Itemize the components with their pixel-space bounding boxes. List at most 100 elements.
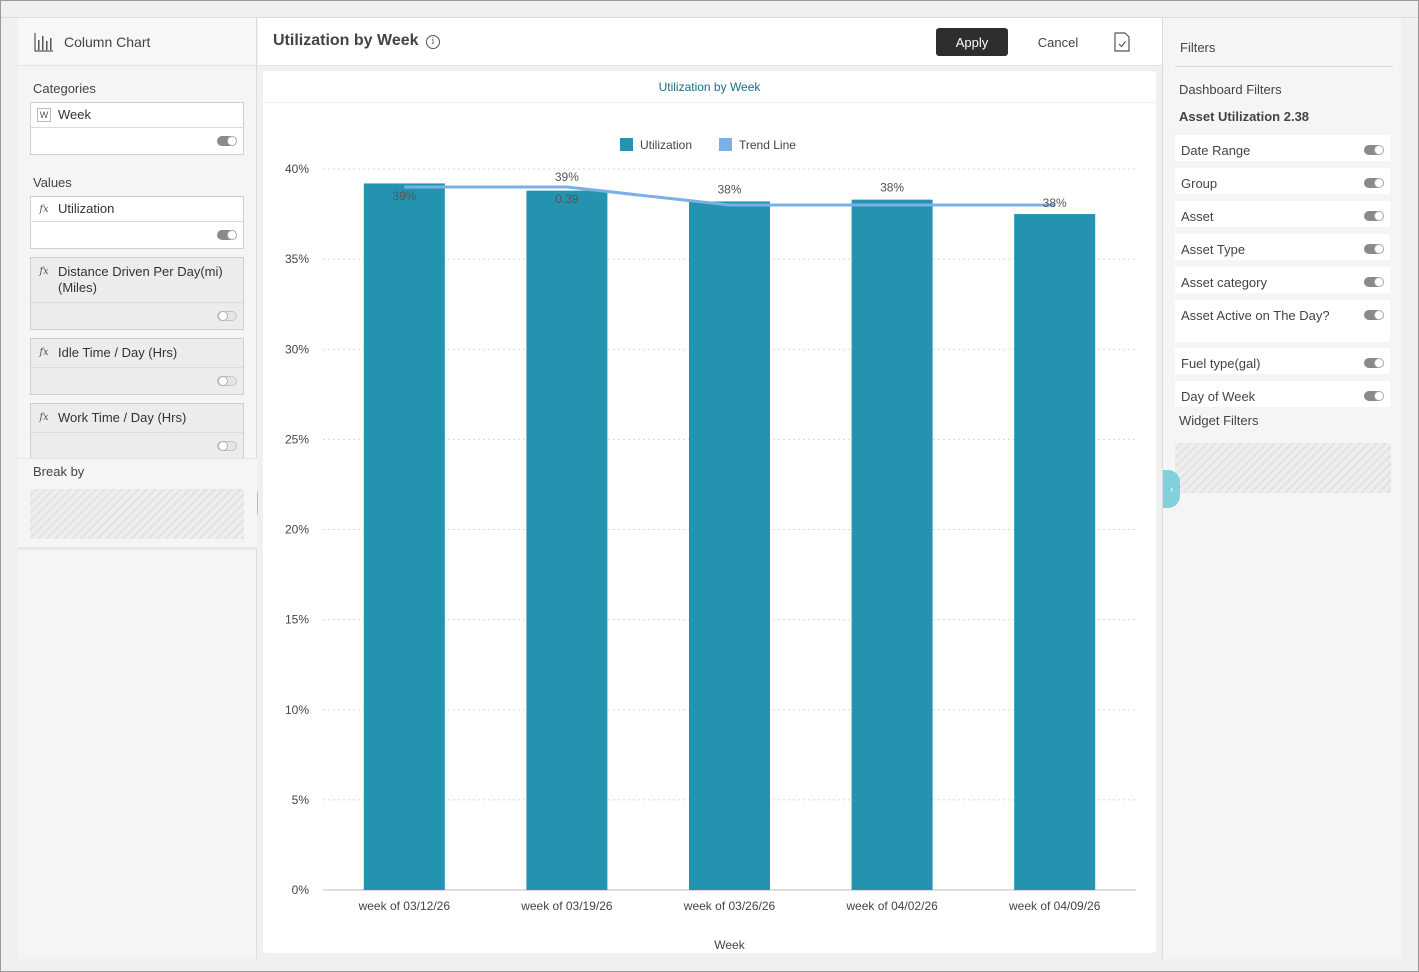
- top-bar: [1, 1, 1418, 18]
- filters-title: Filters: [1180, 40, 1216, 55]
- values-label: Values: [33, 175, 72, 190]
- y-tick-label: 20%: [285, 523, 309, 537]
- x-tick-label: week of 03/12/26: [358, 899, 451, 913]
- legend-label: Trend Line: [739, 138, 796, 152]
- filter-item[interactable]: Asset Active on The Day?: [1175, 300, 1390, 342]
- filter-toggle[interactable]: [1364, 358, 1384, 368]
- filter-label: Asset Active on The Day?: [1181, 308, 1330, 323]
- y-tick-label: 15%: [285, 613, 309, 627]
- filter-item[interactable]: Asset Type: [1175, 234, 1390, 260]
- widget-filters-drop-zone[interactable]: [1175, 443, 1391, 493]
- x-tick-label: week of 04/02/26: [845, 899, 938, 913]
- bottom-bar: [1, 959, 1418, 971]
- column-chart-icon: [34, 32, 53, 52]
- filter-toggle[interactable]: [1364, 391, 1384, 401]
- apply-button[interactable]: Apply: [936, 28, 1008, 56]
- bar-data-label: 38%: [717, 182, 741, 196]
- value-field-utilization[interactable]: fx Utilization: [30, 196, 244, 249]
- x-tick-label: week of 03/26/26: [683, 899, 776, 913]
- y-tick-label: 5%: [292, 793, 310, 807]
- bar: [851, 199, 933, 890]
- filter-toggle[interactable]: [1364, 145, 1384, 155]
- filter-toggle[interactable]: [1364, 178, 1384, 188]
- filters-panel: Filters Dashboard Filters Asset Utilizat…: [1162, 18, 1401, 959]
- value-field-distance[interactable]: fx Distance Driven Per Day(mi) (Miles): [30, 257, 244, 330]
- filter-item[interactable]: Fuel type(gal): [1175, 348, 1390, 374]
- filter-label: Group: [1181, 176, 1218, 191]
- work-time-toggle[interactable]: [217, 441, 237, 451]
- break-by-section: Break by: [18, 458, 257, 550]
- y-tick-label: 30%: [285, 342, 309, 356]
- trend-data-label: 0.39: [555, 192, 579, 206]
- filter-label: Asset category: [1181, 275, 1267, 290]
- categories-label: Categories: [33, 81, 96, 96]
- legend-label: Utilization: [640, 138, 692, 152]
- filter-item[interactable]: Day of Week: [1175, 381, 1390, 407]
- filter-item[interactable]: Date Range: [1175, 135, 1390, 161]
- y-tick-label: 0%: [292, 883, 310, 897]
- x-tick-label: week of 04/09/26: [1008, 899, 1101, 913]
- bar-data-label: 39%: [392, 189, 416, 203]
- filter-item[interactable]: Asset: [1175, 201, 1390, 227]
- break-by-label: Break by: [33, 464, 85, 479]
- filter-label: Day of Week: [1181, 389, 1256, 404]
- idle-time-toggle[interactable]: [217, 376, 237, 386]
- y-tick-label: 25%: [285, 432, 309, 446]
- value-field-label: Work Time / Day (Hrs): [58, 410, 187, 425]
- chart-title: Utilization by Week: [263, 71, 1156, 103]
- bar: [526, 190, 608, 890]
- legend-swatch-trend-line: [719, 138, 732, 151]
- filter-toggle[interactable]: [1364, 244, 1384, 254]
- break-by-drop-zone[interactable]: [30, 489, 244, 539]
- bar-data-label: 38%: [880, 181, 904, 195]
- bar: [363, 183, 445, 891]
- y-tick-label: 10%: [285, 703, 309, 717]
- filter-label: Date Range: [1181, 143, 1251, 158]
- dashboard-name: Asset Utilization 2.38: [1179, 109, 1310, 124]
- bar: [689, 201, 770, 890]
- filter-label: Asset: [1181, 209, 1214, 224]
- category-field-week[interactable]: W Week: [30, 102, 244, 155]
- filter-item[interactable]: Asset category: [1175, 267, 1390, 293]
- filter-label: Asset Type: [1181, 242, 1246, 257]
- chart-editor: Utilization by Week i Apply Cancel Utili…: [258, 18, 1162, 959]
- y-tick-label: 35%: [285, 252, 309, 266]
- collapse-right-panel-button[interactable]: ›: [1163, 470, 1180, 508]
- value-field-label: Distance Driven Per Day(mi) (Miles): [58, 264, 223, 295]
- info-icon[interactable]: i: [426, 35, 440, 49]
- bar: [1014, 214, 1096, 890]
- bar-data-label: 38%: [1043, 196, 1067, 210]
- editor-header: Utilization by Week i Apply Cancel: [258, 18, 1162, 66]
- value-field-label: Utilization: [58, 201, 115, 216]
- filter-toggle[interactable]: [1364, 211, 1384, 221]
- x-tick-label: week of 03/19/26: [520, 899, 613, 913]
- utilization-toggle[interactable]: [217, 230, 237, 240]
- filter-label: Fuel type(gal): [1181, 356, 1261, 371]
- widget-title[interactable]: Utilization by Week: [273, 32, 419, 49]
- value-field-work-time[interactable]: fx Work Time / Day (Hrs): [30, 403, 244, 460]
- cancel-button[interactable]: Cancel: [1026, 28, 1090, 56]
- widget-filters-label: Widget Filters: [1179, 413, 1259, 428]
- bar-data-label: 39%: [555, 170, 579, 184]
- value-field-label: Idle Time / Day (Hrs): [58, 345, 178, 360]
- filter-item[interactable]: Group: [1175, 168, 1390, 194]
- function-icon: fx: [39, 411, 49, 423]
- chart-svg: Utilization Trend Line 0% 5% 10% 15% 20% 25% 30%…: [285, 138, 1136, 952]
- function-icon: fx: [39, 265, 49, 277]
- filter-toggle[interactable]: [1364, 310, 1384, 320]
- trend-line: [404, 185, 1055, 207]
- chevron-right-icon: ›: [1169, 483, 1174, 495]
- week-badge-icon: W: [37, 108, 51, 122]
- export-document-icon[interactable]: [1114, 32, 1130, 52]
- dashboard-filters-label: Dashboard Filters: [1179, 82, 1282, 97]
- chart-type-label: Column Chart: [64, 33, 151, 50]
- value-field-idle-time[interactable]: fx Idle Time / Day (Hrs): [30, 338, 244, 395]
- y-tick-label: 40%: [285, 162, 309, 176]
- category-field-label: Week: [58, 107, 91, 122]
- function-icon: fx: [39, 346, 49, 358]
- legend-swatch-utilization: [620, 138, 633, 151]
- distance-toggle[interactable]: [217, 311, 237, 321]
- category-week-toggle[interactable]: [217, 136, 237, 146]
- left-panel-header: Column Chart: [18, 18, 256, 66]
- filter-toggle[interactable]: [1364, 277, 1384, 287]
